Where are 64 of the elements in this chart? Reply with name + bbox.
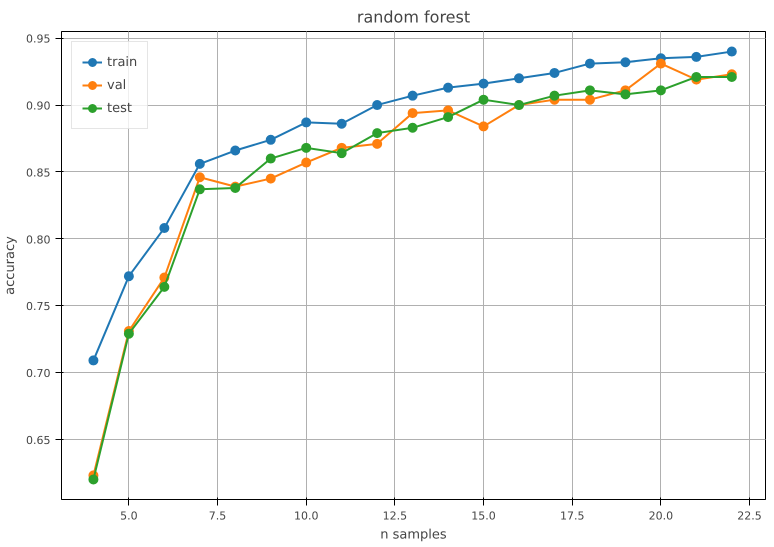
point [230, 146, 240, 156]
legend-label: train [107, 54, 138, 70]
point [443, 82, 454, 93]
point [266, 154, 276, 164]
point [726, 46, 737, 57]
point [266, 134, 276, 145]
point [443, 112, 454, 122]
point [159, 282, 170, 292]
point [159, 223, 170, 234]
point [336, 148, 347, 158]
x-tick-label: 5.0 [120, 510, 138, 522]
point [691, 52, 702, 62]
y-tick-label: 0.65 [26, 434, 51, 447]
point [194, 184, 205, 194]
point [372, 138, 382, 149]
point [194, 172, 205, 182]
point [408, 90, 418, 101]
x-tick-label: 10.0 [294, 510, 318, 522]
point [478, 121, 489, 132]
point [656, 58, 666, 69]
point [301, 117, 312, 128]
y-tick-label: 0.85 [26, 166, 51, 180]
point [336, 118, 347, 129]
y-tick-label: 0.95 [26, 32, 51, 46]
y-axis-title: accuracy [3, 236, 18, 295]
point [408, 122, 418, 133]
point [124, 271, 134, 282]
x-axis-title: n samples [380, 528, 447, 542]
point [478, 94, 489, 105]
point [124, 328, 134, 339]
point [408, 108, 418, 118]
point [194, 158, 205, 169]
point [88, 355, 98, 366]
legend-label: test [107, 100, 132, 116]
point [266, 174, 276, 184]
x-tick-label: 12.5 [382, 510, 408, 522]
x-tick-label: 15.0 [471, 510, 496, 522]
point [549, 90, 560, 101]
y-tick-label: 0.80 [26, 233, 51, 246]
point [620, 89, 630, 100]
point [514, 73, 524, 84]
y-tick-label: 0.70 [26, 366, 51, 380]
point [372, 100, 382, 110]
point [478, 78, 489, 89]
x-tick-label: 17.5 [560, 510, 584, 522]
point [301, 142, 312, 153]
chart-title: random forest [356, 8, 470, 26]
y-tick-label: 0.75 [26, 300, 51, 314]
y-tick-label: 0.90 [26, 100, 51, 113]
point [620, 57, 630, 68]
legend-label: val [107, 78, 127, 92]
x-tick-label: 20.0 [648, 510, 674, 522]
point [372, 128, 382, 138]
point [691, 72, 702, 82]
point [584, 58, 595, 69]
point [726, 72, 737, 82]
point [301, 158, 312, 168]
x-tick-label: 7.5 [208, 510, 226, 522]
point [88, 474, 98, 484]
point [584, 85, 595, 96]
x-tick-label: 22.5 [737, 510, 762, 522]
point [549, 68, 560, 78]
point [584, 94, 595, 105]
point [656, 85, 666, 96]
